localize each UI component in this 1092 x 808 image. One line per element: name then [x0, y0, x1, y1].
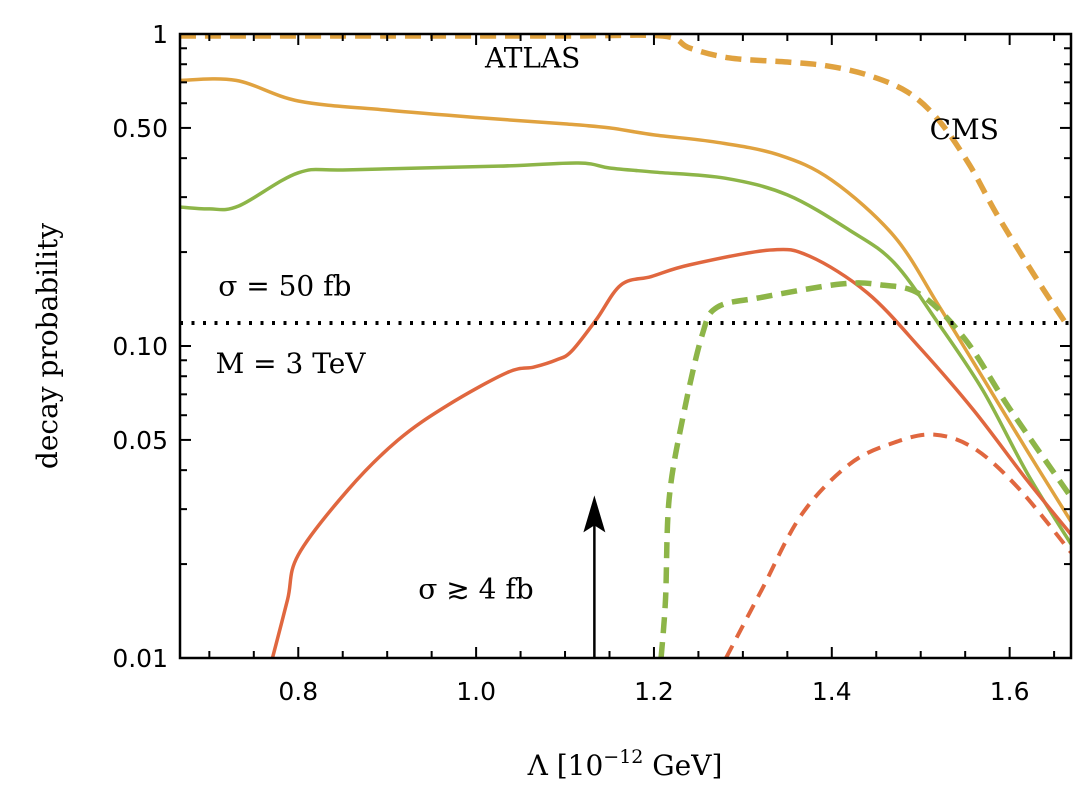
- x-tick-label: 1.0: [456, 677, 496, 706]
- y-tick-label: 1: [152, 20, 168, 49]
- x-tick-label: 1.6: [990, 677, 1030, 706]
- series-line-cms-dashed-red: [724, 432, 1071, 658]
- y-tick-label: 0.10: [112, 332, 168, 361]
- sigma-50fb-label: σ = 50 fb: [218, 270, 351, 303]
- series-line-cms-dashed-green: [658, 280, 1071, 658]
- ticks-layer: [180, 33, 1071, 659]
- y-tick-label: 0.05: [112, 426, 168, 455]
- arrow-layer: [583, 495, 606, 658]
- y-tick-label: 0.50: [112, 114, 168, 143]
- x-tick-label: 1.4: [812, 677, 852, 706]
- cms-label: CMS: [930, 113, 999, 146]
- series-line-atlas-solid-orange: [180, 77, 1071, 523]
- x-tick-label: 1.2: [634, 677, 674, 706]
- tick-labels-layer: 0.8 1.0 1.2 1.4 1.6 1 0.50 0.10 0.05 0.01: [112, 20, 1029, 706]
- atlas-label: ATLAS: [484, 42, 580, 75]
- x-axis-title-exponent: −12: [603, 746, 643, 768]
- x-tick-label: 0.8: [278, 677, 318, 706]
- series-line-atlas-solid-red: [270, 247, 1071, 658]
- series-line-atlas-solid-green: [180, 161, 1071, 545]
- arrow-head-icon: [583, 495, 606, 533]
- curves-layer: [180, 34, 1071, 658]
- series-line-cms-dashed-orange: [180, 34, 1071, 329]
- y-tick-label: 0.01: [112, 644, 168, 673]
- annotations-layer: ATLAS CMS σ = 50 fb M = 3 TeV σ ≳ 4 fb: [216, 42, 999, 606]
- sigma-4fb-label: σ ≳ 4 fb: [418, 573, 533, 606]
- x-axis-title: Λ [10−12 GeV]: [527, 746, 723, 782]
- x-axis-title-unit: GeV]: [643, 749, 722, 782]
- y-axis-title: decay probability: [31, 223, 64, 469]
- mass-label: M = 3 TeV: [216, 347, 367, 380]
- x-axis-title-base: Λ [10: [527, 749, 604, 782]
